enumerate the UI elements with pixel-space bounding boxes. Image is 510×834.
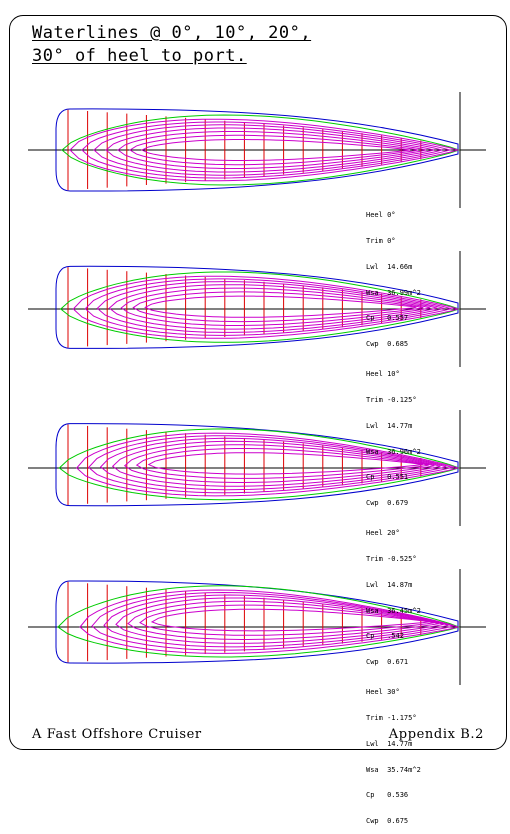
waterline-contour bbox=[93, 124, 443, 176]
hydrostatics-heel-20: Heel 20° Trim -0.525° Lwl 14.87m Wsa 36.… bbox=[366, 512, 421, 675]
stat-cp: Cp .542 bbox=[366, 632, 404, 641]
stat-wsa: Wsa 36.99m^2 bbox=[366, 288, 421, 297]
hydrostatics-heel-0: Heel 0° Trim 0° Lwl 14.66m Wsa 36.99m^2 … bbox=[366, 194, 421, 357]
waterline-contour bbox=[147, 452, 423, 475]
waterline-contour bbox=[99, 437, 447, 491]
waterline-contour bbox=[127, 600, 439, 640]
stat-cwp: Cwp 0.679 bbox=[366, 499, 409, 508]
footer-right: Appendix B.2 bbox=[388, 727, 484, 742]
waterline-contour bbox=[75, 432, 460, 497]
stat-lwl: Lwl 14.77m bbox=[366, 739, 413, 748]
stat-wsa: Wsa 35.74m^2 bbox=[366, 765, 421, 774]
deck-outline bbox=[55, 580, 459, 664]
stat-wsa: Wsa 36.45m^2 bbox=[366, 606, 421, 615]
waterline-contour bbox=[144, 295, 417, 318]
footer-left: A Fast Offshore Cruiser bbox=[32, 727, 202, 742]
stat-cwp: Cwp 0.671 bbox=[366, 658, 409, 667]
title-line-2: 30° of heel to port. bbox=[32, 46, 247, 66]
title-line-1: Waterlines @ 0°, 10°, 20°, bbox=[32, 23, 312, 43]
waterline-contour bbox=[108, 284, 438, 330]
stat-cp: Cp 0.557 bbox=[366, 314, 409, 323]
waterline-contour bbox=[84, 278, 454, 336]
waterline-contour bbox=[69, 118, 460, 182]
waterline-contour bbox=[117, 131, 427, 169]
stat-trim: Trim 0° bbox=[366, 236, 396, 245]
waterline-contour bbox=[140, 139, 411, 161]
stat-trim: Trim -1.175° bbox=[366, 713, 417, 722]
waterline-contour bbox=[115, 597, 444, 644]
stat-trim: Trim -0.525° bbox=[366, 554, 417, 563]
stat-lwl: Lwl 14.77m bbox=[366, 421, 413, 430]
waterline-contour bbox=[72, 275, 460, 339]
hydrostatics-heel-30: Heel 30° Trim -1.175° Lwl 14.77m Wsa 35.… bbox=[366, 671, 421, 834]
stat-lwl: Lwl 14.87m bbox=[366, 580, 413, 589]
deck-outline bbox=[55, 108, 459, 192]
stat-cp: Cp 0.536 bbox=[366, 791, 409, 800]
stat-heel: Heel 20° bbox=[366, 529, 400, 538]
waterline-contour bbox=[129, 134, 419, 166]
page-title: Waterlines @ 0°, 10°, 20°, 30° of heel t… bbox=[32, 22, 311, 68]
stat-cwp: Cwp 0.675 bbox=[366, 817, 409, 826]
stat-lwl: Lwl 14.66m bbox=[366, 262, 413, 271]
stat-heel: Heel 0° bbox=[366, 211, 396, 220]
deck-outline bbox=[55, 423, 459, 507]
waterline-contour bbox=[105, 127, 435, 173]
waterline-contour bbox=[79, 589, 460, 654]
hydrostatics-heel-10: Heel 10° Trim -0.125° Lwl 14.77m Wsa 36.… bbox=[366, 353, 421, 516]
waterline-contour bbox=[96, 281, 445, 333]
waterline-contour bbox=[120, 287, 431, 326]
waterline-contour bbox=[123, 444, 435, 483]
waterlines-drawing bbox=[28, 92, 486, 685]
waterline-contour bbox=[103, 594, 449, 648]
page-frame bbox=[9, 15, 507, 750]
stat-cp: Cp 0.551 bbox=[366, 473, 409, 482]
waterline-contour bbox=[81, 121, 452, 179]
stat-heel: Heel 10° bbox=[366, 370, 400, 379]
waterline-contour bbox=[87, 435, 455, 494]
stat-cwp: Cwp 0.685 bbox=[366, 340, 409, 349]
waterline-contour bbox=[135, 448, 429, 479]
stat-wsa: Wsa 36.96m^2 bbox=[366, 447, 421, 456]
waterline-contour bbox=[150, 608, 430, 632]
waterline-contour bbox=[132, 291, 424, 323]
stat-heel: Heel 30° bbox=[366, 688, 400, 697]
waterline-contour bbox=[111, 440, 441, 487]
stat-trim: Trim -0.125° bbox=[366, 395, 417, 404]
waterline-contour bbox=[139, 604, 435, 636]
deck-outline bbox=[55, 265, 459, 349]
waterline-contour bbox=[91, 591, 456, 651]
